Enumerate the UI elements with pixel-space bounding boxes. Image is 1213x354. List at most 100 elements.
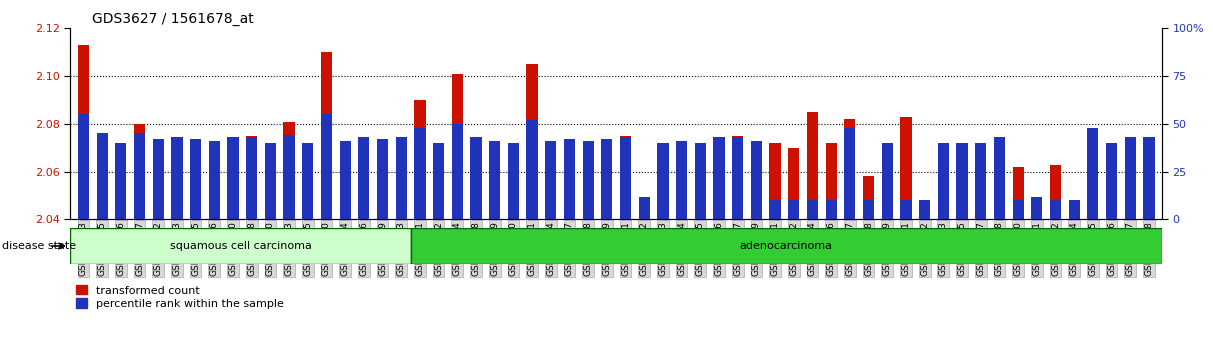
Bar — [676, 141, 688, 219]
Bar — [209, 141, 220, 219]
Bar — [526, 120, 537, 219]
Bar — [582, 162, 594, 219]
Bar — [209, 181, 220, 219]
Bar — [564, 155, 575, 219]
FancyBboxPatch shape — [70, 228, 410, 264]
Text: squamous cell carcinoma: squamous cell carcinoma — [170, 241, 312, 251]
Bar — [733, 136, 744, 219]
Bar — [993, 137, 1006, 219]
Bar — [302, 165, 313, 219]
Bar — [153, 139, 164, 219]
Bar — [1031, 196, 1042, 219]
Bar — [545, 160, 557, 219]
Bar — [1069, 210, 1080, 219]
Bar — [602, 153, 613, 219]
Bar — [975, 143, 986, 219]
Bar — [153, 169, 164, 219]
Bar — [1069, 200, 1080, 219]
Bar — [1013, 200, 1024, 219]
Bar — [826, 200, 837, 219]
Bar — [451, 74, 463, 219]
Bar — [900, 200, 911, 219]
Bar — [657, 143, 668, 219]
Bar — [882, 143, 893, 219]
Bar — [826, 143, 837, 219]
Bar — [171, 137, 182, 219]
Bar — [695, 143, 706, 219]
Bar — [844, 119, 855, 219]
Bar — [975, 143, 986, 219]
Bar — [451, 124, 463, 219]
Bar — [284, 121, 295, 219]
Bar — [1106, 165, 1117, 219]
Bar — [751, 141, 762, 219]
Bar — [526, 64, 537, 219]
Bar — [1031, 210, 1042, 219]
Bar — [1087, 128, 1099, 219]
Bar — [78, 45, 89, 219]
Bar — [471, 137, 482, 219]
Bar — [115, 158, 126, 219]
Bar — [1050, 200, 1061, 219]
Bar — [133, 124, 146, 219]
Bar — [1106, 143, 1117, 219]
Bar — [489, 165, 500, 219]
Bar — [78, 114, 89, 219]
Bar — [807, 200, 818, 219]
Bar — [377, 160, 388, 219]
Legend: transformed count, percentile rank within the sample: transformed count, percentile rank withi… — [76, 285, 284, 309]
Bar — [844, 128, 855, 219]
Bar — [938, 184, 949, 219]
Bar — [769, 200, 781, 219]
Bar — [620, 136, 631, 219]
Bar — [508, 184, 519, 219]
Bar — [564, 139, 575, 219]
FancyBboxPatch shape — [410, 228, 1162, 264]
Bar — [713, 137, 724, 219]
Bar — [246, 137, 257, 219]
Bar — [919, 210, 930, 219]
Bar — [676, 198, 688, 219]
Bar — [340, 160, 351, 219]
Bar — [938, 143, 949, 219]
Bar — [733, 137, 744, 219]
Bar — [227, 148, 239, 219]
Text: adenocarcinoma: adenocarcinoma — [740, 241, 833, 251]
Bar — [545, 141, 557, 219]
Bar — [415, 128, 426, 219]
Bar — [395, 153, 406, 219]
Bar — [433, 143, 444, 219]
Bar — [302, 143, 313, 219]
Bar — [862, 177, 875, 219]
Bar — [788, 200, 799, 219]
Bar — [171, 150, 182, 219]
Bar — [993, 165, 1006, 219]
Bar — [358, 145, 370, 219]
Bar — [695, 205, 706, 219]
Bar — [377, 139, 388, 219]
Bar — [620, 137, 631, 219]
Bar — [638, 196, 650, 219]
Bar — [471, 141, 482, 219]
Bar — [807, 112, 818, 219]
Bar — [264, 198, 277, 219]
Text: disease state: disease state — [2, 241, 76, 251]
Bar — [246, 136, 257, 219]
Bar — [115, 143, 126, 219]
Bar — [489, 141, 500, 219]
Bar — [638, 212, 650, 219]
Bar — [1124, 143, 1135, 219]
Bar — [602, 139, 613, 219]
Bar — [1013, 167, 1024, 219]
Bar — [321, 52, 332, 219]
Bar — [433, 191, 444, 219]
Bar — [97, 133, 108, 219]
Text: GDS3627 / 1561678_at: GDS3627 / 1561678_at — [92, 12, 254, 26]
Bar — [1124, 137, 1135, 219]
Bar — [97, 203, 108, 219]
Bar — [657, 205, 668, 219]
Bar — [582, 141, 594, 219]
Bar — [1144, 148, 1155, 219]
Bar — [415, 100, 426, 219]
Bar — [862, 200, 875, 219]
